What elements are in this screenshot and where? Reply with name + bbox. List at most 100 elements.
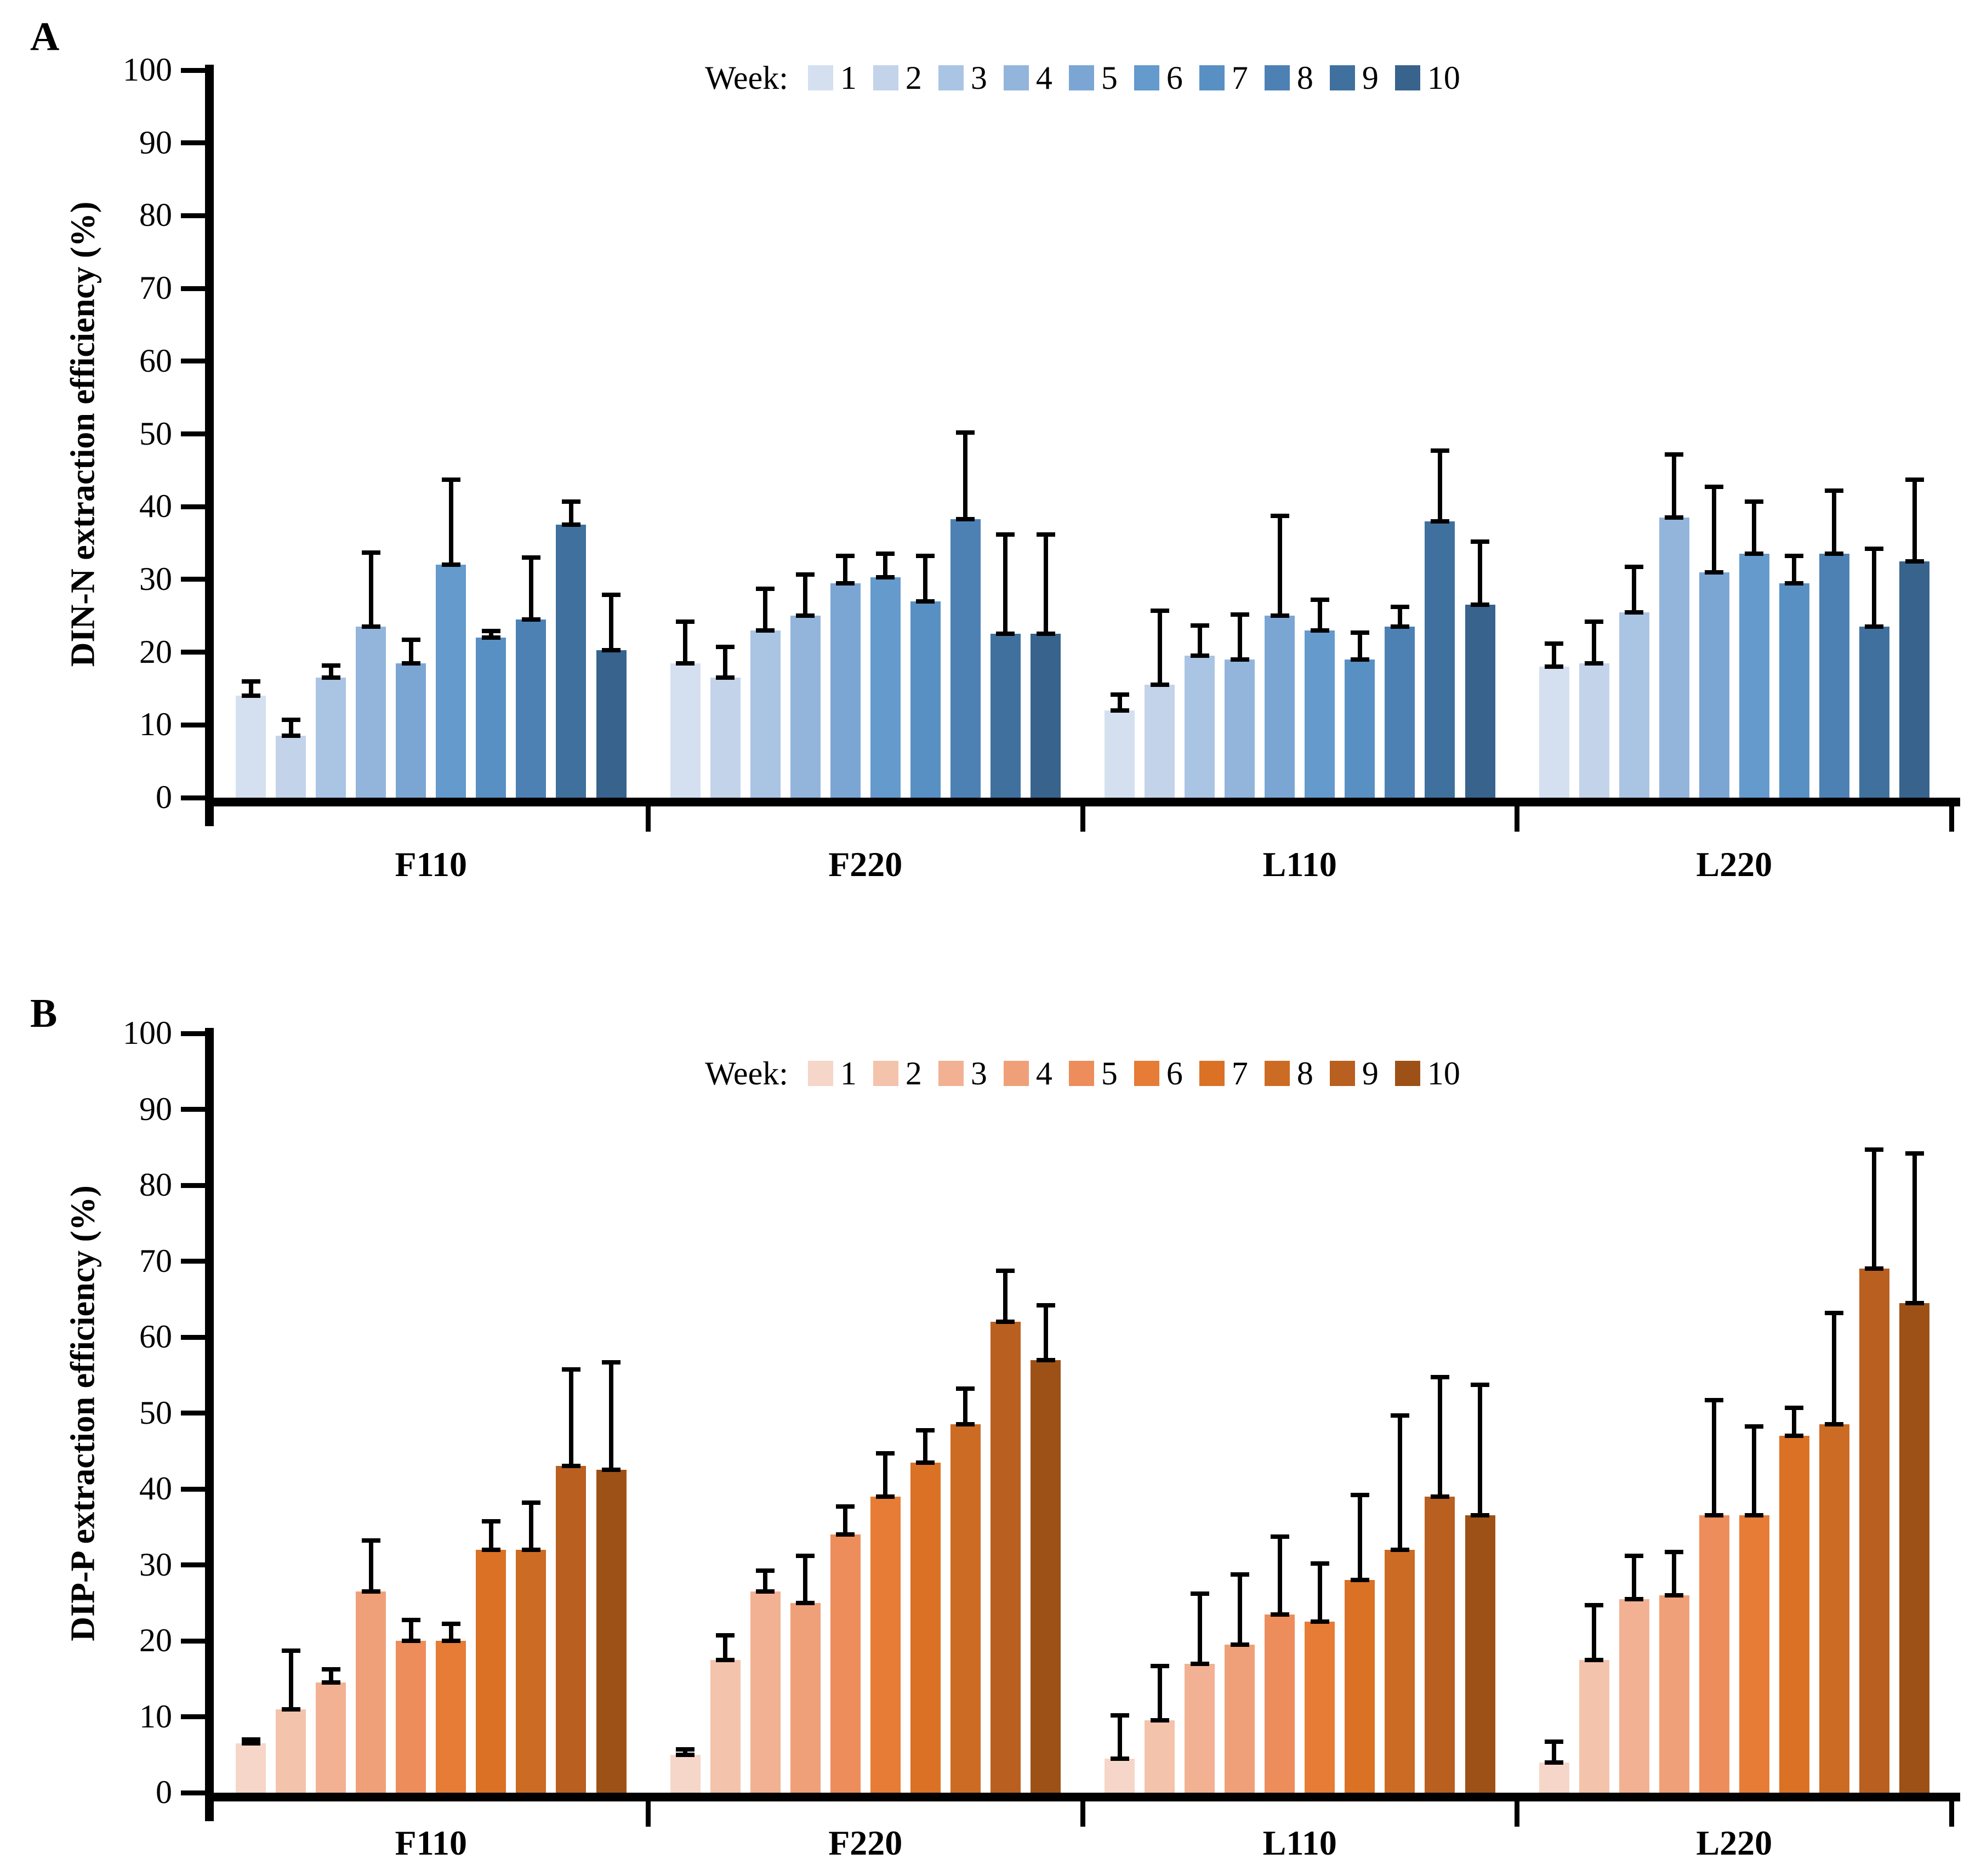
- bar: [1185, 1663, 1215, 1793]
- y-tick: [181, 140, 205, 146]
- bar: [1031, 634, 1061, 798]
- bar: [436, 1641, 466, 1793]
- error-bar-line: [1752, 499, 1757, 554]
- legend-week-number: 10: [1427, 1055, 1460, 1092]
- y-tick: [181, 1486, 205, 1492]
- bar: [910, 601, 941, 798]
- error-bar-cap-top: [1150, 608, 1169, 613]
- error-bar-cap-bottom: [1471, 602, 1490, 607]
- error-bar-line: [1672, 452, 1677, 518]
- bar: [1579, 663, 1609, 798]
- error-bar-cap-bottom: [1270, 613, 1289, 618]
- error-bar-cap-bottom: [836, 1532, 855, 1537]
- y-tick: [181, 1259, 205, 1264]
- legend-swatch: [1199, 65, 1225, 90]
- error-bar-cap-bottom: [1545, 664, 1563, 669]
- y-tick: [181, 722, 205, 727]
- y-axis-line: [205, 65, 214, 826]
- error-bar-cap-top: [561, 1367, 580, 1372]
- bar: [1779, 583, 1809, 798]
- error-bar-cap-bottom: [521, 617, 540, 622]
- error-bar-line: [1003, 1269, 1008, 1322]
- error-bar-cap-bottom: [1150, 683, 1169, 687]
- x-axis-group-tick: [1949, 1801, 1954, 1827]
- error-bar-cap-top: [1390, 605, 1409, 610]
- error-bar-line: [1357, 630, 1362, 660]
- error-bar-cap-top: [796, 1553, 815, 1558]
- bar: [276, 1709, 306, 1793]
- bar: [1739, 1515, 1769, 1793]
- legend-item-week-2: 2: [873, 61, 922, 94]
- group-label: L110: [1262, 1823, 1337, 1862]
- error-bar-cap-bottom: [441, 1639, 460, 1643]
- error-bar-cap-top: [1545, 641, 1563, 646]
- error-bar-line: [1672, 1549, 1677, 1595]
- error-bar-cap-top: [916, 1428, 935, 1433]
- bar: [710, 678, 741, 798]
- y-tick-label: 50: [139, 1394, 172, 1431]
- bar: [1465, 1515, 1495, 1793]
- bar: [596, 650, 627, 798]
- bar: [790, 616, 821, 798]
- error-bar-cap-top: [916, 554, 935, 559]
- y-tick: [181, 1411, 205, 1415]
- error-bar-cap-bottom: [1745, 1513, 1764, 1518]
- error-bar-cap-bottom: [716, 1657, 735, 1662]
- error-bar-cap-bottom: [1310, 1619, 1329, 1624]
- y-tick-label: 0: [156, 1774, 172, 1810]
- error-bar-line: [1552, 1739, 1556, 1763]
- legend-week-number: 10: [1427, 60, 1460, 96]
- error-bar-cap-top: [1785, 554, 1804, 559]
- bar: [830, 583, 861, 798]
- y-tick: [181, 1790, 205, 1795]
- error-bar-cap-top: [1705, 1397, 1724, 1402]
- bar: [1659, 1595, 1689, 1793]
- error-bar-cap-top: [1350, 630, 1369, 635]
- error-bar-cap-top: [836, 554, 855, 559]
- error-bar-line: [1437, 1375, 1442, 1497]
- bar: [276, 736, 306, 798]
- error-bar-cap-top: [1270, 1534, 1289, 1539]
- bar: [1425, 521, 1455, 798]
- error-bar-line: [528, 555, 533, 619]
- bar: [950, 519, 981, 798]
- error-bar-cap-bottom: [916, 599, 935, 604]
- legend-item-week-9: 9: [1329, 61, 1379, 94]
- legend-item-week-1: 1: [807, 1057, 857, 1090]
- x-axis-line: [205, 798, 1960, 806]
- legend-week-number: 8: [1296, 1055, 1313, 1092]
- error-bar-cap-top: [1310, 1561, 1329, 1566]
- error-bar-cap-bottom: [916, 1460, 935, 1465]
- bar: [396, 1641, 426, 1793]
- bar: [1619, 1599, 1649, 1793]
- legend-swatch: [1068, 1061, 1094, 1086]
- bar: [1899, 1303, 1930, 1793]
- error-bar-cap-top: [361, 1538, 380, 1543]
- group-label: F110: [395, 845, 468, 884]
- error-bar-cap-top: [561, 499, 580, 504]
- bar: [990, 634, 1021, 798]
- error-bar-line: [1157, 1663, 1162, 1721]
- error-bar-cap-bottom: [1471, 1513, 1490, 1518]
- error-bar-cap-bottom: [1390, 624, 1409, 629]
- error-bar-cap-top: [281, 718, 300, 723]
- error-bar-cap-bottom: [321, 1680, 340, 1685]
- y-tick-label: 90: [139, 1090, 172, 1127]
- x-axis-group-tick: [646, 806, 651, 832]
- error-bar-cap-bottom: [1585, 1657, 1604, 1662]
- legend-week-number: 4: [1035, 60, 1052, 96]
- legend-item-week-10: 10: [1394, 60, 1460, 96]
- error-bar-cap-bottom: [1190, 653, 1209, 658]
- legend-swatch: [1394, 1061, 1420, 1086]
- legend-week-number: 4: [1035, 1055, 1052, 1092]
- error-bar-cap-top: [796, 572, 815, 577]
- bar: [870, 1496, 901, 1793]
- error-bar-cap-bottom: [1825, 552, 1844, 556]
- bar: [1465, 605, 1495, 798]
- error-bar-cap-top: [1190, 1591, 1209, 1596]
- y-tick: [181, 359, 205, 364]
- panel-b-letter: B: [30, 991, 58, 1036]
- bar: [556, 525, 587, 798]
- error-bar-line: [1712, 1397, 1717, 1516]
